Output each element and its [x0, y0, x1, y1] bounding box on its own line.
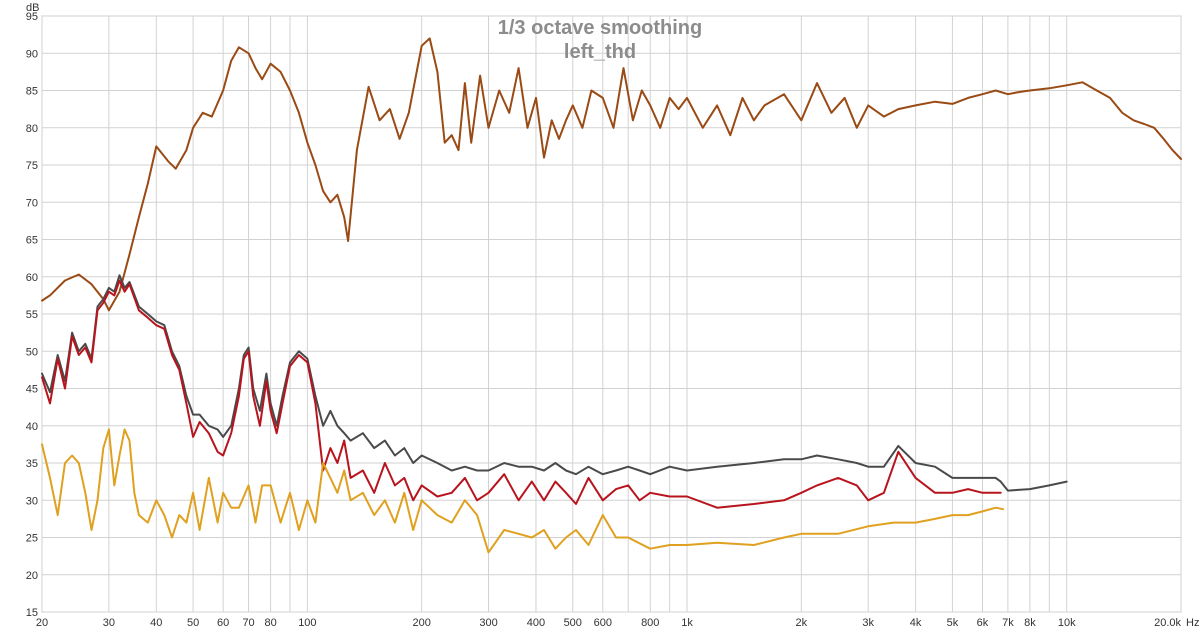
chart-title: 1/3 octave smoothing [498, 17, 703, 39]
y-tick-label: 35 [26, 458, 38, 470]
y-tick-label: 90 [26, 48, 38, 60]
x-tick-label: 1k [681, 617, 693, 629]
series-line-brown [41, 37, 1182, 312]
x-tick-label: 20 [36, 617, 48, 629]
y-axis-tick-labels: 15 20 25 30 35 40 45 50 55 60 65 70 75 80 85 90 95 [26, 11, 38, 619]
x-tick-label: 200 [412, 617, 430, 629]
x-tick-label: 600 [594, 617, 612, 629]
x-tick-label: 50 [187, 617, 199, 629]
x-tick-label: 3k [862, 617, 874, 629]
x-tick-label: 500 [564, 617, 582, 629]
x-tick-label: 5k [947, 617, 959, 629]
x-tick-label: 800 [641, 617, 659, 629]
y-tick-label: 45 [26, 384, 38, 396]
y-tick-label: 50 [26, 346, 38, 358]
x-tick-label: 300 [479, 617, 497, 629]
x-tick-label: 30 [103, 617, 115, 629]
x-tick-label: 80 [264, 617, 276, 629]
x-tick-label: 7k [1002, 617, 1014, 629]
x-tick-label: 2k [796, 617, 808, 629]
y-tick-label: 20 [26, 570, 38, 582]
y-tick-label: 25 [26, 533, 38, 545]
x-tick-label: 400 [527, 617, 545, 629]
x-tick-label: 4k [910, 617, 922, 629]
x-tick-label: 60 [217, 617, 229, 629]
y-tick-label: 15 [26, 607, 38, 619]
y-tick-label: 60 [26, 272, 38, 284]
y-tick-label: 85 [26, 86, 38, 98]
series-line-orange [41, 428, 1005, 554]
y-axis-unit: dB [26, 2, 39, 14]
y-tick-label: 70 [26, 197, 38, 209]
x-tick-label: 20.0k [1154, 617, 1181, 629]
y-tick-label: 30 [26, 495, 38, 507]
x-tick-label: 40 [150, 617, 162, 629]
series-group [41, 37, 1182, 554]
x-tick-label: 100 [298, 617, 316, 629]
y-tick-label: 55 [26, 309, 38, 321]
series-line-red [41, 279, 1002, 509]
grid [41, 15, 1182, 613]
y-tick-label: 80 [26, 123, 38, 135]
y-tick-label: 40 [26, 421, 38, 433]
x-tick-label: 8k [1024, 617, 1036, 629]
x-tick-label: 70 [242, 617, 254, 629]
x-axis-tick-labels: 20 30 40 50 60 70 80 100 200 300 400 500 600 800 1k 2k 3… [36, 617, 1182, 629]
x-tick-label: 10k [1058, 617, 1076, 629]
x-tick-label: 6k [977, 617, 989, 629]
y-tick-label: 65 [26, 235, 38, 247]
y-tick-label: 75 [26, 160, 38, 172]
y-tick-label: 95 [26, 11, 38, 23]
series-line-grey [41, 274, 1068, 492]
x-axis-unit: Hz [1186, 617, 1199, 629]
chart-subtitle: left_thd [564, 41, 636, 63]
